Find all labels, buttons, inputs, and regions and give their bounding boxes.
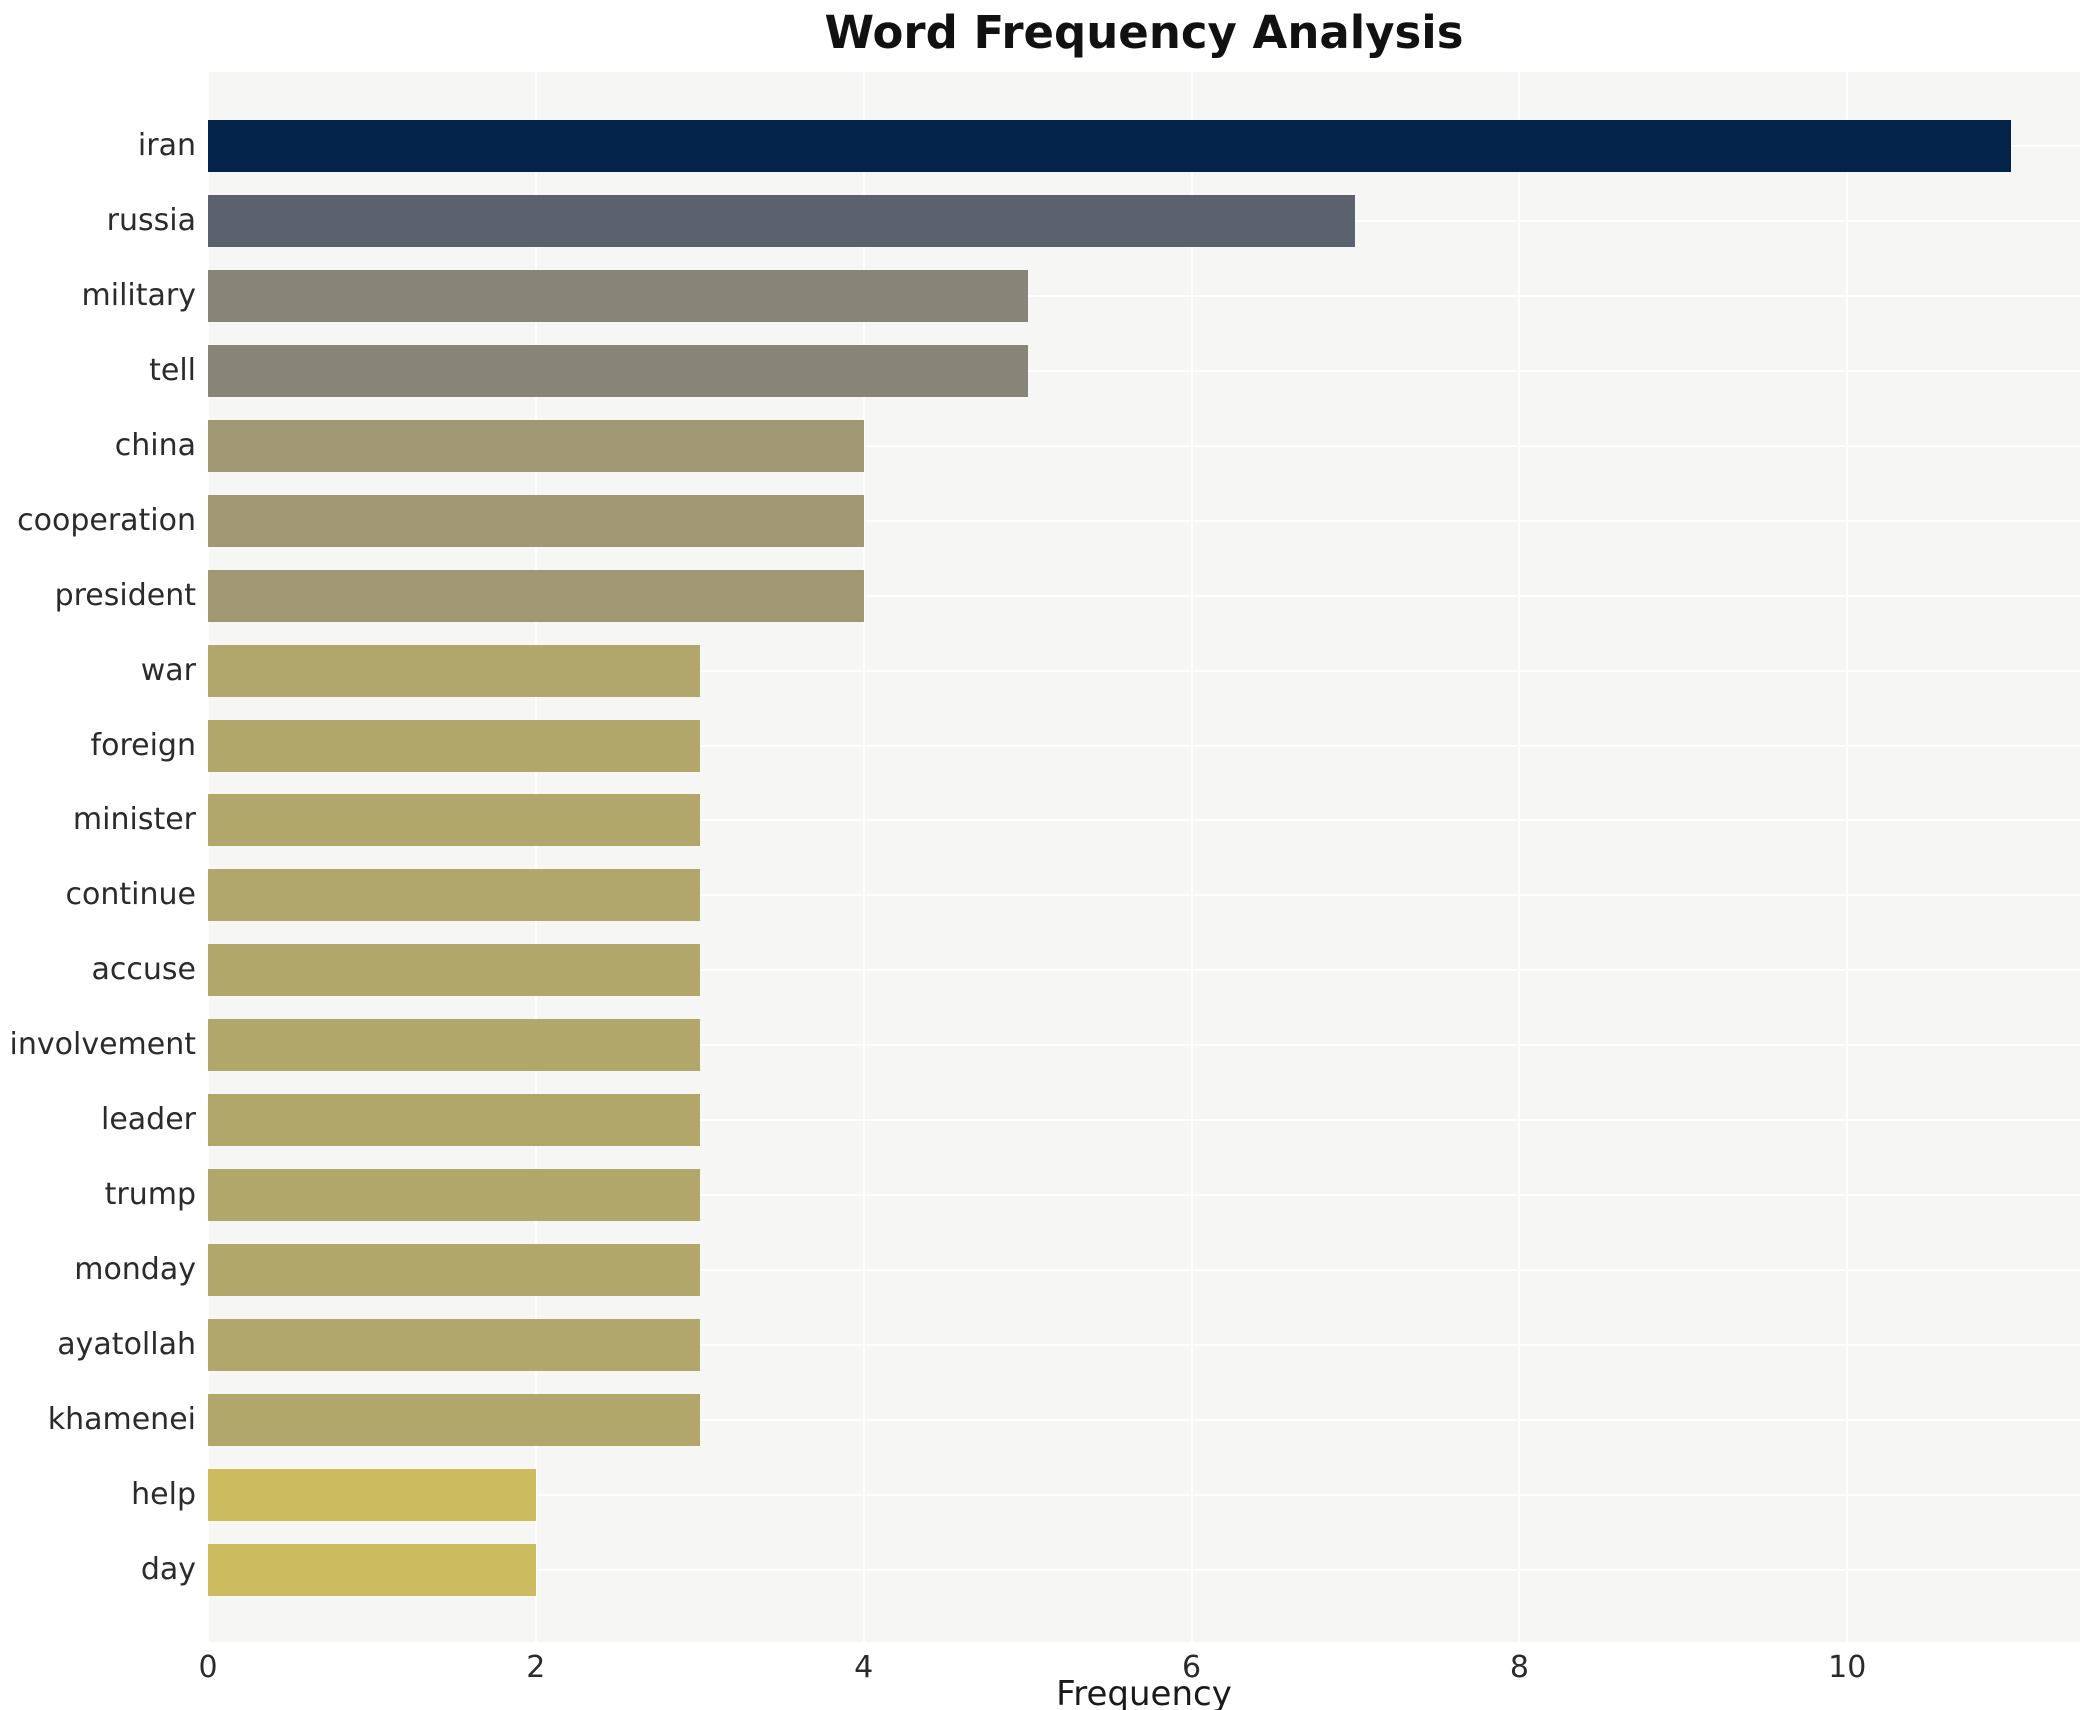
- bar-row: [208, 1094, 2080, 1147]
- bar-row: [208, 344, 2080, 397]
- x-tick-label: 4: [854, 1650, 874, 1685]
- bar-row: [208, 1169, 2080, 1222]
- horizontal-gridline: [208, 819, 2080, 822]
- plot-area: [207, 72, 2080, 1642]
- bar-ayatollah: [208, 1319, 700, 1371]
- horizontal-gridline: [208, 1194, 2080, 1197]
- bar-row: [208, 869, 2080, 922]
- horizontal-gridline: [208, 894, 2080, 897]
- y-tick-label: ayatollah: [57, 1327, 196, 1362]
- y-tick-label: russia: [106, 202, 196, 238]
- bar-foreign: [208, 719, 700, 772]
- horizontal-gridline: [208, 669, 2080, 672]
- y-tick-label: involvement: [9, 1027, 196, 1063]
- bar-china: [208, 419, 864, 472]
- bar-row: [208, 269, 2080, 322]
- x-axis-label: Frequency: [1056, 1674, 1232, 1710]
- bar-row: [208, 1543, 2080, 1596]
- horizontal-gridline: [208, 519, 2080, 522]
- bar-accuse: [208, 944, 700, 997]
- bar-row: [208, 194, 2080, 247]
- bar-involvement: [208, 1019, 700, 1072]
- bar-iran: [208, 120, 2012, 172]
- horizontal-gridline: [208, 744, 2080, 747]
- bar-cooperation: [208, 494, 864, 547]
- horizontal-gridline: [208, 1119, 2080, 1122]
- horizontal-gridline: [208, 1418, 2080, 1421]
- x-tick-label: 8: [1509, 1650, 1529, 1685]
- bar-military: [208, 269, 1028, 322]
- horizontal-gridline: [208, 594, 2080, 597]
- y-tick-label: continue: [65, 877, 196, 913]
- horizontal-gridline: [208, 1568, 2080, 1571]
- bar-day: [208, 1543, 536, 1596]
- bar-row: [208, 644, 2080, 697]
- vertical-gridline: [534, 72, 537, 1642]
- y-tick-label: foreign: [90, 727, 196, 763]
- y-tick-label: monday: [74, 1252, 196, 1288]
- horizontal-gridline: [208, 1044, 2080, 1047]
- bar-row: [208, 419, 2080, 472]
- y-tick-label: president: [54, 577, 196, 613]
- vertical-gridline: [207, 72, 209, 1642]
- y-tick-label: trump: [104, 1177, 196, 1213]
- horizontal-gridline: [208, 1493, 2080, 1496]
- vertical-gridline: [1190, 72, 1193, 1642]
- y-tick-label: minister: [72, 802, 196, 838]
- bar-trump: [208, 1169, 700, 1222]
- bar-row: [208, 719, 2080, 772]
- bar-monday: [208, 1244, 700, 1297]
- vertical-gridline: [1846, 72, 1849, 1642]
- y-tick-label: iran: [137, 128, 196, 163]
- y-tick-label: war: [140, 652, 196, 688]
- y-tick-label: tell: [149, 352, 196, 388]
- y-tick-label: cooperation: [17, 502, 196, 538]
- chart-title: Word Frequency Analysis: [824, 6, 1464, 59]
- grid-layer: [207, 72, 2080, 1642]
- bars-container: [208, 72, 2080, 1642]
- y-tick-label: day: [140, 1551, 196, 1587]
- bar-row: [208, 794, 2080, 847]
- x-tick-label: 0: [198, 1650, 218, 1685]
- horizontal-gridline: [208, 1269, 2080, 1272]
- horizontal-gridline: [208, 969, 2080, 972]
- bar-row: [208, 1019, 2080, 1072]
- y-tick-label: military: [81, 277, 196, 313]
- horizontal-gridline: [208, 369, 2080, 372]
- bar-row: [208, 944, 2080, 997]
- x-axis-ticks: 0 2 4 6 8 10: [0, 1650, 2087, 1690]
- bar-row: [208, 1468, 2080, 1521]
- bar-row: [208, 494, 2080, 547]
- y-tick-label: accuse: [91, 952, 196, 988]
- y-axis-labels: iran russia military tell china cooperation pr…: [0, 72, 196, 1642]
- vertical-gridline: [1518, 72, 1521, 1642]
- bar-russia: [208, 194, 1356, 247]
- bar-row: [208, 1244, 2080, 1297]
- bar-row: [208, 120, 2080, 172]
- vertical-gridline: [862, 72, 865, 1642]
- bar-war: [208, 644, 700, 697]
- bar-minister: [208, 794, 700, 847]
- bar-continue: [208, 869, 700, 922]
- bar-row: [208, 1393, 2080, 1446]
- y-tick-label: help: [131, 1476, 196, 1512]
- bar-help: [208, 1468, 536, 1521]
- horizontal-gridline: [208, 294, 2080, 297]
- bar-tell: [208, 344, 1028, 397]
- bar-row: [208, 1319, 2080, 1371]
- x-tick-label: 10: [1828, 1650, 1867, 1685]
- y-tick-label: china: [114, 427, 196, 463]
- bar-row: [208, 569, 2080, 622]
- bar-khamenei: [208, 1393, 700, 1446]
- bar-president: [208, 569, 864, 622]
- x-tick-label: 2: [526, 1650, 546, 1685]
- y-tick-label: leader: [100, 1102, 196, 1138]
- bar-leader: [208, 1094, 700, 1147]
- y-tick-label: khamenei: [47, 1401, 196, 1437]
- horizontal-gridline: [208, 444, 2080, 447]
- horizontal-gridline: [208, 1344, 2080, 1346]
- x-tick-label: 6: [1181, 1650, 1202, 1685]
